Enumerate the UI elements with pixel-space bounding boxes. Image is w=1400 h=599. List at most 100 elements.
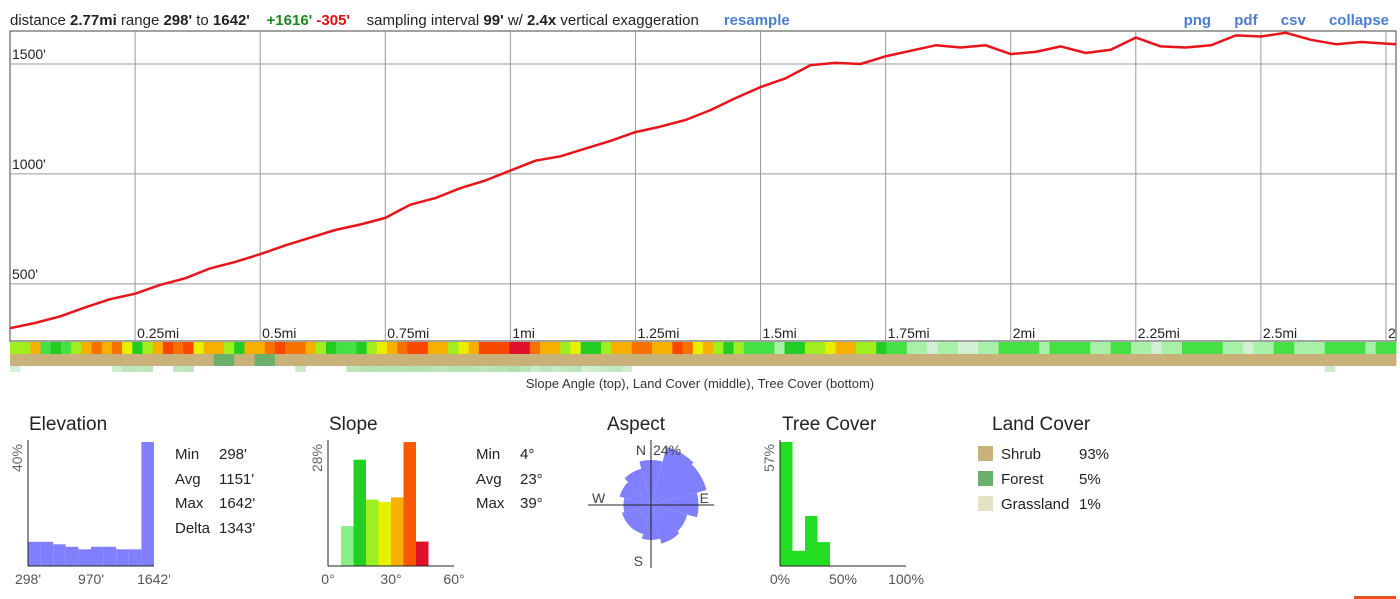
tree-cover-cell [346, 366, 357, 372]
slope-cell [764, 342, 775, 354]
slope-cell [397, 342, 408, 354]
slope-cell [784, 342, 796, 354]
land-cover-cell [122, 354, 133, 366]
slope-cell [560, 342, 571, 354]
land-cover-cell [1069, 354, 1081, 366]
land-cover-cell [947, 354, 959, 366]
x-tick-label: 50% [829, 571, 857, 587]
land-cover-cell [295, 354, 306, 366]
land-cover-cell [1202, 354, 1213, 366]
tree-cover-cell [611, 366, 622, 372]
land-cover-cell [1375, 354, 1387, 366]
land-cover-cell [91, 354, 103, 366]
slope-cell [499, 342, 510, 354]
slope-cell [967, 342, 979, 354]
land-cover-cell [213, 354, 225, 366]
slope-stat-max: Max 39° [476, 495, 543, 512]
land-cover-cell [1181, 354, 1193, 366]
slope-cell [519, 342, 531, 354]
land-cover-cell [845, 354, 857, 366]
pdf-link[interactable]: pdf [1234, 12, 1258, 29]
land-cover-cell [753, 354, 765, 366]
slope-cell [825, 342, 836, 354]
land-cover-cell [590, 354, 602, 366]
land-cover-cell [1212, 354, 1224, 366]
slope-cell [1049, 342, 1061, 354]
land-cover-cell [621, 354, 633, 366]
slope-cell [947, 342, 959, 354]
slope-cell [631, 342, 643, 354]
slope-cell [244, 342, 255, 354]
histogram-bar [378, 501, 391, 566]
x-tick-label: 2mi [1013, 325, 1036, 341]
resample-link[interactable]: resample [723, 12, 790, 29]
land-cover-cell [254, 354, 266, 366]
slope-cell [927, 342, 938, 354]
tree-cover-cell [132, 366, 143, 372]
slope-cell [1090, 342, 1101, 354]
y-tick-label: 1000' [12, 156, 46, 172]
land-cover-cell [703, 354, 714, 366]
slope-cell [1039, 342, 1050, 354]
tree-cover-cell [601, 366, 612, 372]
tree-cover-cell [509, 366, 520, 372]
slope-cell [1018, 342, 1030, 354]
land-cover-cell [1008, 354, 1020, 366]
distance-label: distance [10, 12, 66, 29]
land-cover-cell [1171, 354, 1183, 366]
land-cover-cell [1314, 354, 1326, 366]
slope-stat-avg: Avg 23° [476, 470, 543, 488]
land-cover-cell [835, 354, 847, 366]
land-cover-cell [1110, 354, 1122, 366]
land-cover-cell [152, 354, 164, 366]
land-cover-cell [764, 354, 775, 366]
land-cover-cell [1365, 354, 1377, 366]
slope-cell [835, 342, 847, 354]
slope-cell [1385, 342, 1397, 354]
land-cover-cell [488, 354, 500, 366]
slope-cell [91, 342, 103, 354]
slope-cell [111, 342, 123, 354]
land-cover-cell [315, 354, 327, 366]
land-cover-cell [1283, 354, 1295, 366]
slope-cell [988, 342, 999, 354]
x-tick-label: 0° [321, 571, 334, 587]
elevation-stats: Min 298' Avg 1151' Max 1642' Delta 1343' [175, 443, 255, 541]
elevation-stat-min: Min 298' [175, 446, 247, 463]
land-cover-item: Grassland 1% [978, 496, 1101, 513]
slope-cell [1365, 342, 1377, 354]
land-cover-cell [417, 354, 429, 366]
land-cover-cell [1131, 354, 1142, 366]
tree-cover-cell [183, 366, 194, 372]
land-cover-cell [193, 354, 205, 366]
slope-cell [1345, 342, 1356, 354]
shrub-swatch [978, 446, 993, 461]
y-axis-label: 57% [761, 444, 777, 472]
slope-cell [20, 342, 31, 354]
land-cover-cell [886, 354, 898, 366]
slope-cell [407, 342, 419, 354]
csv-link[interactable]: csv [1280, 12, 1306, 29]
png-link[interactable]: png [1183, 12, 1212, 29]
slope-cell [50, 342, 62, 354]
land-cover-cell [815, 354, 826, 366]
slope-cell [234, 342, 245, 354]
tree-cover-cell [366, 366, 378, 372]
tree-cover-cell [580, 366, 592, 372]
land-cover-cell [937, 354, 948, 366]
elevation-stat-avg: Avg 1151' [175, 470, 255, 488]
range-min: 298' [163, 12, 193, 29]
x-tick-label: 1.75mi [888, 325, 930, 341]
slope-cell [122, 342, 133, 354]
land-cover-cell [662, 354, 673, 366]
slope-cell [315, 342, 327, 354]
slope-cell [601, 342, 612, 354]
slope-cell [1212, 342, 1224, 354]
collapse-link[interactable]: collapse [1328, 12, 1389, 29]
tree-cover-histogram: 57% 0% 50% 100% [761, 440, 924, 587]
land-cover-cell [1263, 354, 1275, 366]
tree-cover-cell [570, 366, 582, 372]
land-cover-cell [499, 354, 510, 366]
slope-cell [815, 342, 826, 354]
land-cover-cell [203, 354, 215, 366]
